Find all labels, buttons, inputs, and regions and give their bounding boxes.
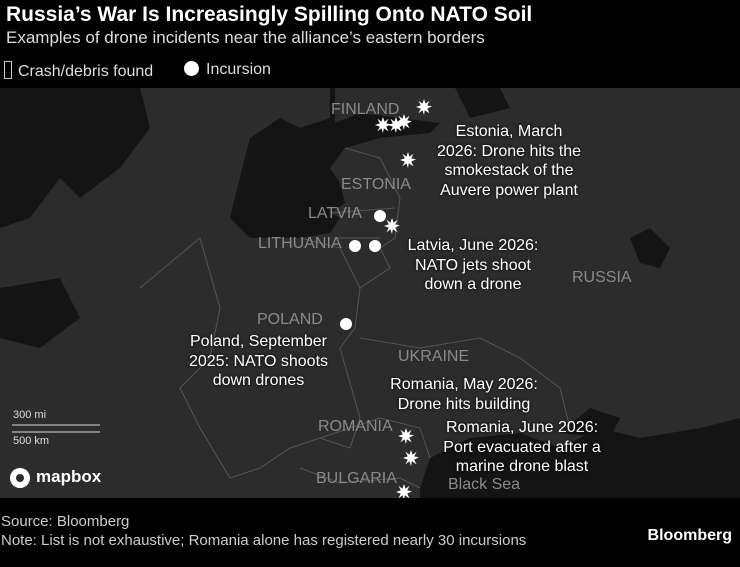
brand-logo: Bloomberg [647, 527, 732, 544]
incursion-marker [349, 240, 361, 252]
annotation: Poland, September 2025: NATO shoots down… [188, 333, 329, 389]
country-label: BULGARIA [316, 470, 397, 487]
legend-swatch [4, 61, 12, 79]
legend-item: Crash/debris found [4, 61, 153, 81]
title: Russia’s War Is Increasingly Spilling On… [6, 3, 533, 26]
country-label: UKRAINE [398, 348, 470, 365]
footnote: Note: List is not exhaustive; Romania al… [1, 532, 527, 549]
legend-item: Incursion [184, 61, 271, 79]
attribution: mapbox [36, 467, 102, 486]
sea-label: Black Sea [448, 476, 521, 493]
incursion-marker [340, 318, 352, 330]
incursion-markers [340, 210, 386, 330]
country-label: ESTONIA [341, 176, 411, 193]
country-label: RUSSIA [572, 269, 632, 286]
annotation: Romania, May 2026: Drone hits building [390, 376, 538, 413]
annotation: Estonia, March 2026: Drone hits the smok… [436, 123, 582, 199]
scale-label: 300 mi [13, 409, 47, 421]
annotation: Romania, June 2026: Port evacuated after… [443, 419, 601, 475]
legend-label: Incursion [206, 61, 271, 78]
incursion-marker [374, 210, 386, 222]
country-label: LATVIA [308, 205, 362, 222]
borders [139, 147, 571, 489]
scale-bar [12, 424, 100, 433]
map [0, 88, 740, 498]
annotation: Latvia, June 2026: NATO jets shoot down … [407, 237, 539, 293]
source: Source: Bloomberg [1, 513, 130, 530]
country-label: LITHUANIA [258, 235, 342, 252]
legend-label: Crash/debris found [18, 63, 154, 80]
water [0, 88, 740, 498]
country-label: ROMANIA [318, 418, 393, 435]
incursion-marker [369, 240, 381, 252]
subtitle: Examples of drone incidents near the all… [6, 28, 485, 47]
mapbox-logo [10, 468, 30, 488]
country-label: POLAND [257, 311, 323, 328]
legend-swatch [184, 61, 199, 76]
country-label: FINLAND [331, 101, 400, 118]
scale-label: 500 km [13, 435, 50, 447]
